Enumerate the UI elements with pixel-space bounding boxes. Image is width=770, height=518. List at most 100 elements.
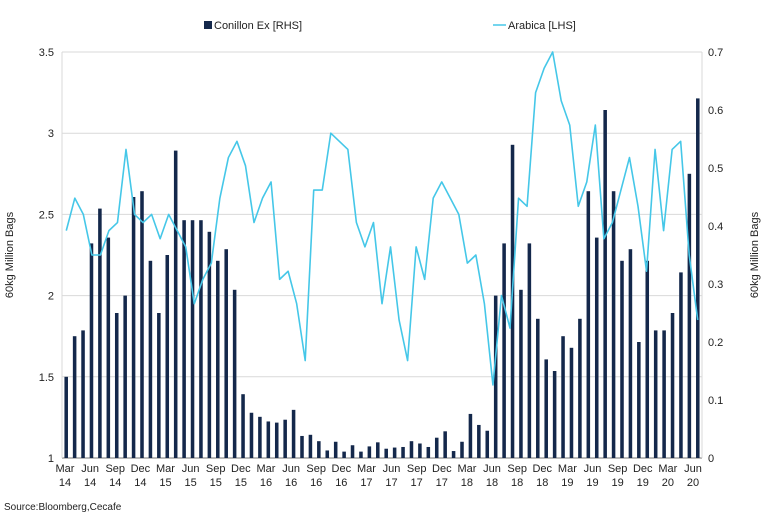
left-axis-ticks: 1 1.5 2 2.5 3 3.5 <box>39 47 54 465</box>
left-tick-label: 2 <box>48 291 54 303</box>
conillon-bars <box>64 98 700 459</box>
x-tick-month: Sep <box>407 463 427 475</box>
conillon-bar <box>552 371 557 458</box>
conillon-bar <box>569 347 574 458</box>
conillon-bar <box>477 424 481 458</box>
x-tick-month: Mar <box>658 463 677 475</box>
conillon-bar <box>376 442 380 458</box>
right-tick-label: 0.7 <box>708 47 723 59</box>
x-tick-year: 18 <box>461 477 473 489</box>
conillon-bar <box>628 249 633 458</box>
x-tick-year: 14 <box>59 477 71 489</box>
conillon-bar <box>586 191 591 458</box>
x-tick-year: 20 <box>687 477 699 489</box>
x-axis-ticks: Mar 14 Jun 14 Sep 14 Dec 14 Mar 15 Jun 15 Sep 15 Dec 15… <box>56 463 702 489</box>
right-tick-label: 0 <box>708 453 714 465</box>
x-tick-month: Mar <box>256 463 275 475</box>
conillon-bar <box>392 447 397 458</box>
x-tick-year: 19 <box>561 477 573 489</box>
right-tick-label: 0.6 <box>708 105 723 117</box>
legend-label-conillon: Conillon Ex [RHS] <box>214 20 302 32</box>
arabica-line-group <box>65 51 699 386</box>
conillon-bar <box>165 255 170 458</box>
conillon-bar <box>300 435 304 458</box>
x-tick-year: 15 <box>184 477 196 489</box>
arabica-line <box>65 51 699 386</box>
x-tick-month: Mar <box>156 463 175 475</box>
x-tick-month: Sep <box>105 463 125 475</box>
conillon-bar <box>241 394 245 458</box>
conillon-bar <box>367 446 372 458</box>
conillon-bar <box>502 243 506 458</box>
conillon-bar <box>325 450 330 458</box>
conillon-bar <box>291 409 296 458</box>
right-axis-title: 60kg Million Bags <box>749 211 761 298</box>
x-tick-year: 19 <box>586 477 598 489</box>
right-tick-label: 0.2 <box>708 337 723 349</box>
conillon-bar <box>157 313 161 458</box>
conillon-bar <box>594 237 599 458</box>
x-tick-month: Dec <box>231 463 251 475</box>
conillon-bar <box>670 313 675 458</box>
conillon-bar <box>468 413 473 458</box>
left-tick-label: 3.5 <box>39 47 54 59</box>
conillon-bar <box>401 446 405 458</box>
x-tick-year: 15 <box>210 477 222 489</box>
x-tick-year: 15 <box>159 477 171 489</box>
conillon-bar <box>224 249 228 458</box>
right-tick-label: 0.1 <box>708 395 723 407</box>
conillon-bar <box>131 197 136 458</box>
x-tick-year: 16 <box>310 477 322 489</box>
conillon-bar <box>519 289 523 458</box>
conillon-bar <box>687 173 692 459</box>
conillon-bar <box>72 336 77 458</box>
conillon-bar <box>258 416 262 458</box>
conillon-bar <box>434 437 439 458</box>
conillon-bar <box>637 342 641 458</box>
conillon-bar <box>274 422 279 458</box>
x-tick-month: Dec <box>131 463 151 475</box>
conillon-bar <box>662 330 666 458</box>
right-tick-label: 0.4 <box>708 221 723 233</box>
conillon-bar <box>106 237 111 458</box>
conillon-bar <box>249 412 254 458</box>
x-tick-year: 16 <box>335 477 347 489</box>
left-tick-label: 1 <box>48 453 54 465</box>
conillon-bar <box>317 441 321 458</box>
x-tick-year: 15 <box>235 477 247 489</box>
legend-swatch-conillon <box>204 21 212 29</box>
x-tick-month: Jun <box>81 463 99 475</box>
left-tick-label: 1.5 <box>39 372 54 384</box>
legend: Conillon Ex [RHS] Arabica [LHS] <box>204 20 576 32</box>
conillon-bar <box>182 220 186 458</box>
x-tick-year: 16 <box>260 477 272 489</box>
conillon-bar <box>645 260 650 458</box>
conillon-bar <box>190 220 195 458</box>
conillon-bar <box>114 313 119 458</box>
x-tick-month: Jun <box>584 463 602 475</box>
conillon-bar <box>308 434 313 458</box>
conillon-bar <box>620 260 624 458</box>
x-tick-year: 17 <box>360 477 372 489</box>
conillon-bar <box>216 260 220 458</box>
x-tick-month: Jun <box>282 463 300 475</box>
x-tick-month: Sep <box>206 463 226 475</box>
conillon-bar <box>123 295 127 458</box>
x-tick-month: Mar <box>357 463 376 475</box>
conillon-bar <box>207 231 212 458</box>
conillon-bar <box>384 448 388 458</box>
x-tick-year: 14 <box>84 477 96 489</box>
x-tick-year: 18 <box>486 477 498 489</box>
conillon-bar <box>460 441 464 458</box>
right-axis-ticks: 0 0.1 0.2 0.3 0.4 0.5 0.6 0.7 <box>708 47 723 465</box>
x-tick-month: Mar <box>558 463 577 475</box>
x-tick-month: Dec <box>432 463 452 475</box>
conillon-bar <box>409 441 414 458</box>
conillon-bar <box>536 318 540 458</box>
conillon-bar <box>426 446 431 458</box>
conillon-bar <box>653 330 658 458</box>
left-axis-title: 60kg Million Bags <box>4 211 16 298</box>
conillon-bar <box>64 376 68 458</box>
x-tick-year: 17 <box>385 477 397 489</box>
